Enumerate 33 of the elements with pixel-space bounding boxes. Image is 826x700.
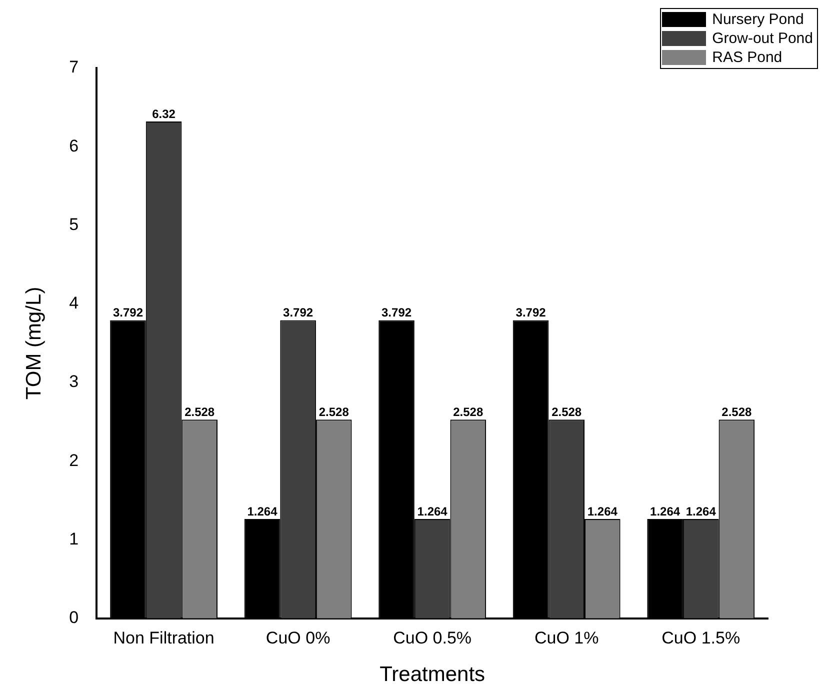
x-tick-label: Non Filtration bbox=[113, 628, 214, 648]
y-tick-label: 3 bbox=[69, 372, 79, 392]
data-label: 1.264 bbox=[587, 504, 618, 518]
data-label: 1.264 bbox=[650, 504, 680, 518]
y-tick-label: 5 bbox=[69, 214, 79, 234]
legend-label: Grow-out Pond bbox=[712, 30, 813, 47]
data-label: 1.264 bbox=[686, 504, 716, 518]
y-tick-label: 2 bbox=[69, 450, 79, 470]
data-label: 1.264 bbox=[247, 504, 278, 518]
x-axis-title: Treatments bbox=[380, 663, 486, 686]
legend-label: Nursery Pond bbox=[712, 11, 804, 28]
data-label: 2.528 bbox=[552, 404, 582, 419]
data-label: 6.32 bbox=[152, 106, 176, 121]
x-tick-label: CuO 1.5% bbox=[662, 628, 740, 648]
y-tick-label: 0 bbox=[69, 608, 79, 628]
y-axis-title: TOM (mg/L) bbox=[22, 286, 46, 400]
y-tick-label: 6 bbox=[69, 136, 79, 156]
x-tick-label: CuO 0.5% bbox=[393, 628, 472, 648]
data-label: 3.792 bbox=[112, 306, 144, 320]
data-label: 1.264 bbox=[417, 504, 448, 518]
legend-label: RAS Pond bbox=[712, 49, 782, 66]
y-tick-label: 1 bbox=[69, 529, 79, 548]
data-label: 2.528 bbox=[453, 404, 484, 419]
x-tick-label: CuO 1% bbox=[534, 628, 599, 648]
data-label: 2.528 bbox=[184, 404, 215, 419]
data-label: 2.528 bbox=[722, 404, 752, 419]
x-tick-label: CuO 0% bbox=[266, 628, 330, 648]
data-label: 3.792 bbox=[516, 306, 546, 320]
data-label: 3.792 bbox=[382, 306, 412, 320]
y-tick-label: 4 bbox=[69, 294, 79, 313]
data-label: 3.792 bbox=[283, 306, 314, 320]
data-label: 2.528 bbox=[318, 404, 350, 419]
y-tick-label: 7 bbox=[69, 58, 79, 77]
